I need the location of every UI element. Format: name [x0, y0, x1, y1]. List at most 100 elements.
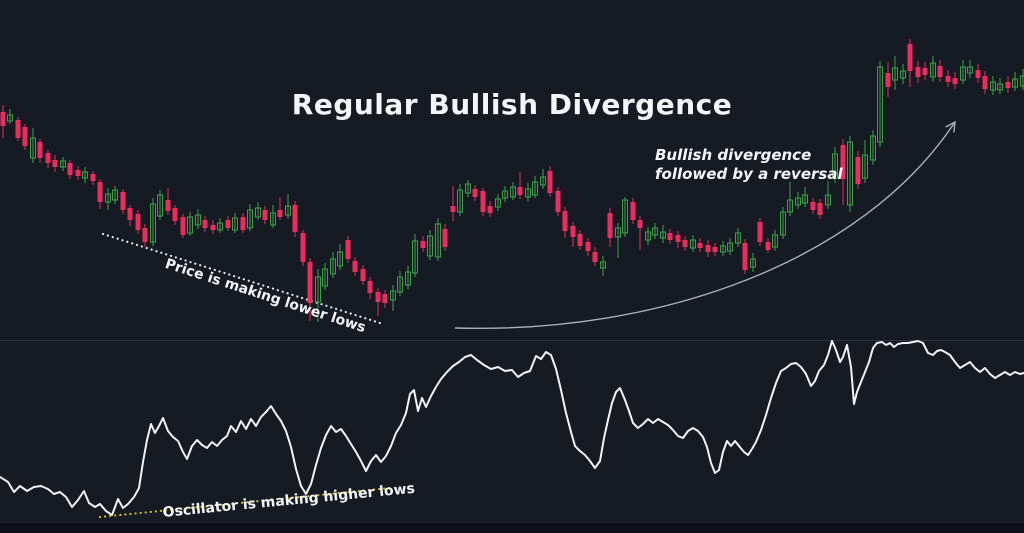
- candle-body: [375, 292, 381, 302]
- candle-body: [675, 235, 681, 242]
- candle-body: [37, 142, 43, 158]
- candle-body: [990, 81, 996, 91]
- candle: [240, 213, 246, 233]
- candle-body: [150, 203, 156, 243]
- candle-body: [570, 226, 576, 237]
- candle-body: [82, 171, 88, 179]
- candle-body: [510, 186, 516, 198]
- candle: [300, 230, 306, 266]
- candle-body: [270, 212, 276, 226]
- candle-body: [915, 67, 921, 77]
- candle-body: [165, 200, 171, 211]
- candle-body: [982, 76, 988, 89]
- candle-body: [120, 192, 126, 210]
- candle-body: [112, 189, 118, 201]
- candle-body: [172, 208, 178, 221]
- candle: [952, 72, 958, 89]
- candle-body: [517, 187, 523, 195]
- candle: [607, 208, 613, 247]
- candle-body: [390, 290, 396, 301]
- candle-body: [420, 241, 426, 248]
- candle-body: [660, 231, 666, 239]
- candle-body: [795, 197, 801, 206]
- candle: [862, 140, 868, 183]
- candle: [367, 277, 373, 299]
- candle-body: [637, 220, 643, 228]
- candle: [765, 238, 771, 253]
- candle-body: [255, 207, 261, 218]
- candle-body: [405, 271, 411, 286]
- candle-body: [180, 217, 186, 235]
- candle-body: [360, 269, 366, 281]
- candle-body: [90, 174, 96, 181]
- candle-body: [97, 182, 103, 202]
- candle-body: [345, 240, 351, 259]
- candle: [825, 181, 831, 209]
- candle-body: [630, 202, 636, 220]
- candle-body: [840, 145, 846, 179]
- candle: [360, 265, 366, 285]
- candle: [120, 189, 126, 214]
- reversal-arrow-curve: [454, 121, 956, 330]
- candle-body: [682, 240, 688, 247]
- candle-body: [60, 160, 66, 168]
- candle-body: [997, 83, 1003, 91]
- candle-body: [900, 70, 906, 79]
- candle-body: [960, 66, 966, 81]
- candle-body: [52, 160, 58, 167]
- candle-body: [727, 242, 733, 252]
- candle-body: [892, 67, 898, 81]
- candle-body: [787, 199, 793, 213]
- candle-body: [607, 213, 613, 238]
- candle-body: [397, 276, 403, 293]
- candle-body: [930, 62, 936, 78]
- candle: [135, 210, 141, 234]
- candle-body: [1012, 78, 1018, 88]
- reversal-arrow-head: [945, 120, 956, 133]
- candle-body: [645, 231, 651, 241]
- bottom-strip: [0, 523, 1024, 533]
- candle-body: [285, 205, 291, 216]
- candle: [907, 39, 913, 87]
- candle: [982, 71, 988, 94]
- candle-body: [105, 193, 111, 203]
- candle-body: [592, 252, 598, 262]
- candle: [555, 187, 561, 216]
- candle: [967, 60, 973, 78]
- candle: [22, 124, 28, 150]
- candle: [337, 244, 343, 270]
- candle-body: [802, 194, 808, 204]
- candle: [585, 238, 591, 256]
- candle-body: [277, 210, 283, 217]
- candle-body: [7, 114, 13, 122]
- candle: [630, 198, 636, 224]
- candle: [757, 218, 763, 246]
- candle: [82, 167, 88, 183]
- candle-body: [832, 153, 838, 179]
- candle: [975, 64, 981, 83]
- candle-body: [907, 44, 913, 71]
- candle: [855, 151, 861, 189]
- candle-body: [562, 211, 568, 231]
- candle: [540, 169, 546, 189]
- candle-body: [735, 232, 741, 244]
- candle: [495, 194, 501, 211]
- chart-title: Regular Bullish Divergence: [291, 88, 733, 121]
- candle-body: [780, 211, 786, 236]
- candle: [742, 239, 748, 274]
- candle: [900, 64, 906, 84]
- candle: [292, 201, 298, 237]
- candle-body: [307, 262, 313, 303]
- candle: [195, 209, 201, 229]
- candle: [990, 76, 996, 95]
- candle: [450, 186, 456, 221]
- candle: [277, 197, 283, 220]
- candle: [262, 206, 268, 224]
- candle: [457, 184, 463, 216]
- candle: [577, 230, 583, 250]
- candle: [945, 70, 951, 87]
- candle-body: [292, 205, 298, 232]
- candle: [690, 235, 696, 252]
- candle: [217, 218, 223, 233]
